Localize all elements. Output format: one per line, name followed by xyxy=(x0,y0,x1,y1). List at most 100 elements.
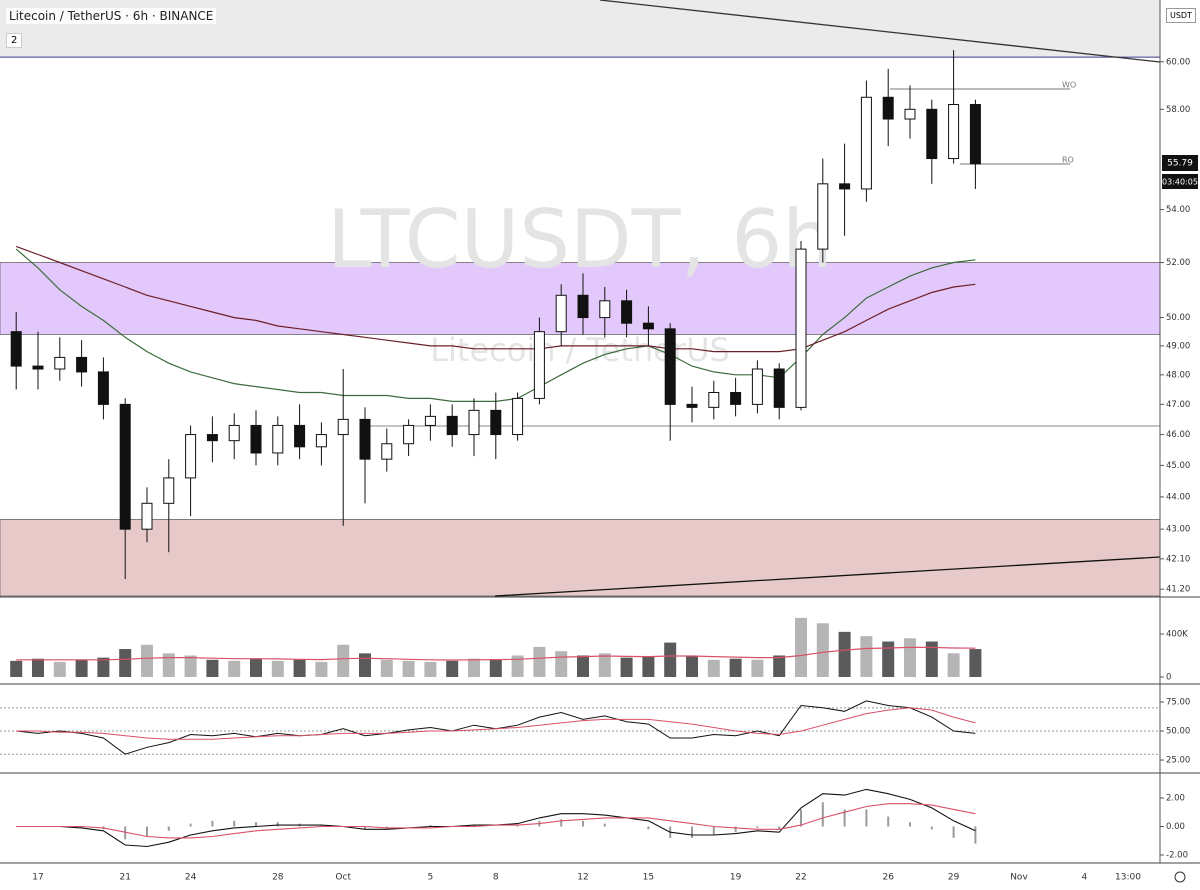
last-price: 55.79 xyxy=(1167,159,1193,169)
volume-bar xyxy=(925,641,938,677)
last-price-box xyxy=(1162,155,1198,171)
volume-bar xyxy=(795,617,807,677)
countdown: 03:40:05 xyxy=(1162,178,1198,187)
candle-body xyxy=(795,248,807,408)
candle-body xyxy=(163,477,175,504)
y-tick-label: 44.00 xyxy=(1166,492,1190,502)
volume-bar xyxy=(337,644,350,677)
candle-body xyxy=(860,96,872,190)
volume-bar xyxy=(904,638,916,677)
candle-body xyxy=(250,424,262,454)
interval-button[interactable]: 2 xyxy=(6,33,23,48)
macd-histogram xyxy=(429,825,432,827)
macd-histogram xyxy=(124,826,127,840)
macd-histogram xyxy=(974,826,977,844)
volume-bar xyxy=(250,658,262,677)
candle-body xyxy=(403,424,415,445)
macd-histogram xyxy=(603,823,606,827)
moving-average xyxy=(15,245,976,353)
macd-histogram xyxy=(189,823,192,827)
watermark-sub: Litecoin / TetherUS xyxy=(430,331,730,369)
x-tick-label: 24 xyxy=(185,873,197,883)
volume-bar xyxy=(664,642,677,677)
volume-bar xyxy=(359,653,371,677)
trendline xyxy=(599,0,1161,63)
candle-body xyxy=(381,443,393,460)
volume-bar xyxy=(424,661,437,677)
volume-bar xyxy=(947,653,960,677)
candle-body xyxy=(773,368,785,408)
volume-bar xyxy=(293,659,306,677)
foreground-layer: 60.0058.0054.0052.0050.0049.0048.0047.00… xyxy=(0,50,1190,883)
currency-badge[interactable]: USDT xyxy=(1166,8,1196,23)
candle-body xyxy=(206,434,218,442)
macd-histogram xyxy=(930,826,933,830)
candle-body xyxy=(555,294,567,333)
candle-body xyxy=(751,368,763,405)
volume-bar xyxy=(162,653,175,677)
y-tick-label: 43.00 xyxy=(1166,525,1190,535)
volume-bar xyxy=(577,655,589,677)
macd-histogram xyxy=(255,822,257,827)
x-tick-label: 21 xyxy=(119,873,130,883)
x-tick-label: Oct xyxy=(335,873,351,883)
x-tick-label: 22 xyxy=(795,873,806,883)
settings-icon[interactable] xyxy=(1174,871,1186,883)
candle-body xyxy=(490,409,502,436)
x-tick-label: 12 xyxy=(577,873,588,883)
volume-bar xyxy=(446,660,459,677)
volume-bar xyxy=(882,641,895,677)
volume-bar xyxy=(860,636,873,677)
candle-body xyxy=(468,409,480,436)
volume-bar xyxy=(75,659,88,677)
macd-histogram xyxy=(712,826,715,836)
volume-bar xyxy=(642,656,655,677)
volume-bar xyxy=(315,661,328,677)
macd-histogram xyxy=(364,826,366,830)
volume-bar xyxy=(228,660,241,677)
volume-bar xyxy=(53,661,66,677)
candle-body xyxy=(642,322,654,330)
macd-histogram xyxy=(800,809,802,827)
macd-histogram xyxy=(385,826,388,828)
y-tick-label: 0 xyxy=(1166,672,1171,682)
macd-histogram xyxy=(582,820,584,827)
macd-histogram xyxy=(647,826,650,830)
volume-bar xyxy=(533,646,546,677)
y-tick-label: 58.00 xyxy=(1166,105,1190,115)
candle-body xyxy=(904,108,916,120)
candle-body xyxy=(446,415,458,436)
macd-histogram xyxy=(756,826,759,828)
y-tick-label: 46.00 xyxy=(1166,430,1190,440)
y-tick-label: 54.00 xyxy=(1166,205,1190,215)
y-tick-label: 25.00 xyxy=(1166,756,1190,766)
volume-bar xyxy=(555,651,568,677)
macd-histogram xyxy=(691,826,693,838)
candle-body xyxy=(315,434,327,448)
x-tick-label: 28 xyxy=(272,873,284,883)
candle-body xyxy=(839,183,851,190)
y-tick-label: 49.00 xyxy=(1166,341,1190,351)
x-tick-label: 29 xyxy=(948,873,960,883)
y-tick-label: 0.00 xyxy=(1166,822,1185,832)
candle-body xyxy=(621,300,633,324)
macd-histogram xyxy=(952,826,955,838)
y-tick-label: 48.00 xyxy=(1166,370,1190,380)
candle-body xyxy=(359,418,371,460)
candle-body xyxy=(926,108,938,160)
candle-body xyxy=(969,103,981,165)
y-tick-label: 41.20 xyxy=(1166,585,1190,595)
volume-bar xyxy=(707,659,720,677)
candle-body xyxy=(599,300,611,319)
x-tick-label: 13:00 xyxy=(1115,873,1141,883)
macd-signal xyxy=(16,803,976,839)
volume-bar xyxy=(686,655,698,677)
volume-bar xyxy=(97,657,110,677)
countdown-box xyxy=(1162,174,1198,189)
macd-histogram xyxy=(865,809,868,827)
rsi-ma xyxy=(16,707,976,740)
watermark: LTCUSDT, 6h xyxy=(327,193,833,286)
macd-histogram xyxy=(734,826,737,833)
volume-bar xyxy=(184,655,197,677)
